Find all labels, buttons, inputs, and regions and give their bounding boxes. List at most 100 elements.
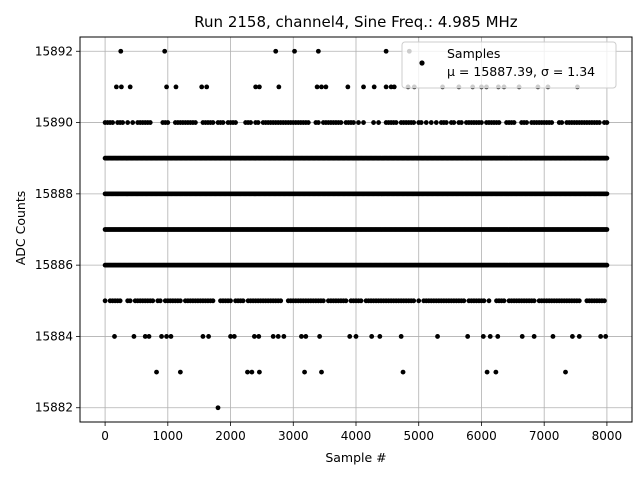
x-tick-label: 6000	[466, 429, 497, 443]
data-point	[487, 334, 493, 339]
data-point	[358, 298, 364, 304]
data-point	[604, 191, 610, 197]
data-point	[519, 334, 525, 339]
data-point	[602, 298, 607, 304]
data-point	[493, 369, 499, 375]
data-point	[164, 334, 169, 339]
data-point	[549, 120, 555, 125]
data-point	[177, 298, 183, 304]
data-point	[323, 84, 329, 90]
data-point	[576, 334, 582, 339]
x-tick-label: 3000	[278, 429, 309, 443]
data-point	[125, 120, 131, 125]
data-point	[113, 84, 119, 90]
data-point	[102, 298, 108, 304]
data-point	[576, 298, 582, 304]
y-tick-label: 15888	[35, 187, 73, 201]
data-point	[112, 334, 117, 339]
data-point	[603, 334, 609, 339]
data-point	[154, 369, 159, 375]
data-point	[604, 262, 610, 268]
data-point	[273, 48, 279, 54]
data-point	[270, 334, 276, 339]
data-point	[118, 48, 124, 54]
data-point	[343, 298, 349, 304]
data-point	[305, 120, 311, 125]
data-point	[319, 369, 324, 375]
data-point	[604, 155, 610, 161]
data-point	[400, 369, 406, 375]
data-point	[317, 334, 323, 339]
data-point	[162, 48, 168, 54]
data-point	[303, 334, 309, 339]
data-point	[146, 334, 152, 339]
data-point	[353, 334, 359, 339]
legend-marker	[419, 60, 425, 66]
data-point	[411, 298, 417, 304]
legend-box	[401, 41, 617, 89]
data-point	[110, 120, 116, 125]
data-point	[315, 48, 321, 54]
legend: Samples μ = 15887.39, σ = 1.34	[401, 41, 617, 89]
data-point	[127, 84, 133, 90]
data-point	[458, 120, 464, 125]
data-point	[130, 120, 136, 125]
data-point	[159, 334, 164, 339]
data-point	[281, 334, 287, 339]
data-point	[257, 84, 262, 90]
data-point	[481, 298, 487, 304]
data-point	[276, 84, 282, 90]
data-point	[570, 334, 575, 339]
data-point	[371, 84, 377, 90]
data-point	[210, 120, 216, 125]
data-point	[511, 120, 517, 125]
data-point	[248, 120, 254, 125]
data-point	[435, 334, 440, 339]
data-point	[598, 334, 604, 339]
y-tick-label: 15884	[35, 329, 73, 343]
data-point	[131, 334, 137, 339]
data-point	[120, 120, 126, 125]
data-point	[255, 120, 261, 125]
data-point	[465, 334, 471, 339]
data-point	[256, 334, 262, 339]
data-point	[314, 84, 320, 90]
data-point	[199, 84, 205, 90]
x-tick-label: 2000	[215, 429, 246, 443]
data-point	[361, 84, 366, 90]
data-point	[443, 120, 449, 125]
data-point	[496, 120, 502, 125]
data-point	[157, 298, 163, 304]
data-point	[461, 298, 467, 304]
data-point	[418, 120, 424, 125]
data-point	[383, 84, 389, 90]
data-point	[228, 334, 233, 339]
data-point	[204, 84, 210, 90]
data-point	[210, 298, 216, 304]
data-point	[299, 334, 304, 339]
data-point	[531, 298, 537, 304]
data-point	[351, 120, 356, 125]
data-point	[150, 298, 156, 304]
data-point	[231, 334, 237, 339]
data-point	[119, 84, 124, 90]
data-point	[240, 298, 246, 304]
x-tick-label: 5000	[403, 429, 434, 443]
data-point	[393, 120, 399, 125]
data-point	[604, 227, 610, 232]
y-tick-label: 15886	[35, 258, 73, 272]
x-tick-label: 4000	[341, 429, 372, 443]
data-point	[320, 298, 326, 304]
data-point	[315, 120, 321, 125]
data-point	[177, 369, 183, 375]
data-point	[319, 84, 324, 90]
data-point	[245, 369, 250, 375]
y-tick-label: 15892	[35, 44, 73, 58]
data-point	[383, 48, 389, 54]
data-point	[251, 334, 257, 339]
data-point	[173, 84, 179, 90]
data-point	[206, 334, 211, 339]
x-axis-ticks: 0 1000 2000 3000 4000 5000 6000 7000 8000	[101, 422, 622, 443]
legend-label-samples: Samples	[447, 46, 500, 61]
